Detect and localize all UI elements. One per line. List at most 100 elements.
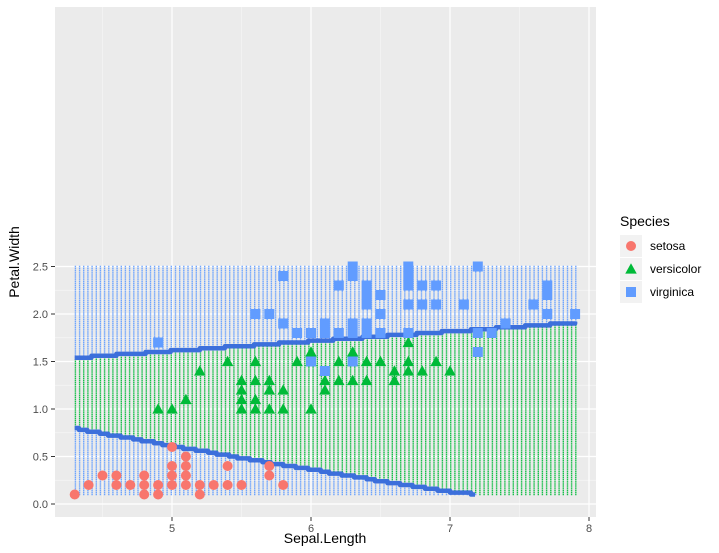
setosa-point [139, 480, 150, 490]
versicolor-point [235, 393, 248, 405]
setosa-point [194, 489, 205, 500]
legend-key-setosa [626, 241, 636, 251]
virginica-point [417, 299, 428, 310]
versicolor-point [374, 355, 387, 367]
virginica-point [264, 309, 275, 319]
y-tick-label: 2.0 [33, 309, 48, 321]
legend-title: Species [620, 213, 670, 229]
virginica-point [292, 328, 303, 338]
y-tick-label: 0.5 [33, 452, 48, 464]
data-points [69, 261, 581, 500]
virginica-point [278, 271, 289, 281]
virginica-point [375, 309, 386, 319]
minor-gridlines [55, 7, 596, 517]
virginica-point [472, 328, 483, 338]
virginica-point [375, 290, 386, 300]
y-axis-title: Petal.Width [6, 226, 22, 298]
setosa-point [125, 480, 136, 490]
x-tick-label: 8 [586, 523, 592, 535]
virginica-point [347, 328, 358, 338]
versicolor-point [388, 374, 401, 386]
virginica-point [347, 271, 358, 281]
setosa-point [264, 470, 275, 481]
setosa-point [180, 451, 191, 462]
y-tick-label: 0.0 [33, 499, 48, 511]
y-tick-label: 1.0 [33, 404, 48, 416]
setosa-point [167, 461, 177, 471]
virginica-point [542, 290, 553, 300]
versicolor-point [194, 365, 206, 376]
y-tick-label: 2.5 [33, 262, 48, 274]
legend: Species setosa versicolor virginica [620, 213, 701, 303]
virginica-point [333, 280, 344, 291]
setosa-point [208, 480, 219, 490]
versicolor-point [152, 403, 164, 414]
virginica-point [306, 328, 316, 338]
setosa-point [194, 480, 205, 490]
versicolor-point [166, 403, 178, 414]
setosa-point [180, 470, 191, 481]
virginica-point [347, 261, 358, 272]
x-tick-label: 5 [169, 523, 175, 535]
legend-items: setosa versicolor virginica [620, 235, 701, 303]
legend-key-versicolor [625, 263, 637, 274]
virginica-point [375, 328, 386, 338]
x-tick-label: 7 [447, 523, 453, 535]
versicolor-point [263, 403, 276, 414]
versicolor-point [235, 384, 248, 395]
versicolor-point [333, 374, 345, 386]
versicolor-point [235, 374, 248, 386]
versicolor-point [346, 346, 359, 357]
virginica-point [361, 290, 372, 300]
versicolor-point [416, 365, 428, 376]
decision-region-grid [74, 265, 577, 496]
virginica-point [361, 280, 372, 291]
setosa-point [180, 480, 191, 490]
setosa-point [167, 442, 177, 452]
versicolor-point [249, 393, 262, 405]
versicolor-point [291, 355, 303, 367]
virginica-point [347, 356, 358, 367]
setosa-point [111, 470, 122, 481]
setosa-point [153, 489, 164, 500]
virginica-point [542, 280, 553, 291]
versicolor-point [430, 355, 442, 367]
setosa-point [153, 480, 164, 490]
setosa-point [180, 461, 191, 471]
versicolor-point [388, 365, 401, 376]
virginica-point [570, 309, 581, 319]
virginica-point [472, 347, 483, 357]
versicolor-point [277, 403, 289, 414]
setosa-point [222, 461, 233, 471]
legend-label-virginica: virginica [650, 285, 694, 299]
versicolor-point [249, 403, 262, 414]
virginica-point [333, 328, 344, 338]
virginica-point [250, 309, 261, 319]
virginica-point [403, 299, 414, 310]
virginica-point [542, 309, 553, 319]
virginica-point [403, 328, 414, 338]
virginica-point [319, 318, 330, 329]
versicolor-point [221, 355, 234, 367]
setosa-point [111, 480, 122, 490]
virginica-point [361, 299, 372, 310]
virginica-point [306, 356, 316, 367]
setosa-point [236, 480, 247, 490]
versicolor-point [249, 374, 262, 386]
versicolor-point [360, 374, 373, 386]
y-axis-ticks: 0.0 0.5 1.0 1.5 2.0 2.5 [33, 262, 55, 511]
legend-key-virginica [626, 287, 636, 297]
virginica-point [458, 299, 469, 310]
setosa-point [83, 480, 94, 490]
versicolor-point [319, 384, 331, 395]
setosa-point [264, 461, 275, 471]
legend-label-setosa: setosa [650, 239, 686, 253]
virginica-point [472, 261, 483, 272]
versicolor-point [402, 365, 415, 376]
versicolor-point [235, 403, 248, 414]
virginica-point [500, 318, 511, 329]
versicolor-point [333, 355, 345, 367]
virginica-point [403, 261, 414, 272]
versicolor-point [249, 355, 262, 367]
